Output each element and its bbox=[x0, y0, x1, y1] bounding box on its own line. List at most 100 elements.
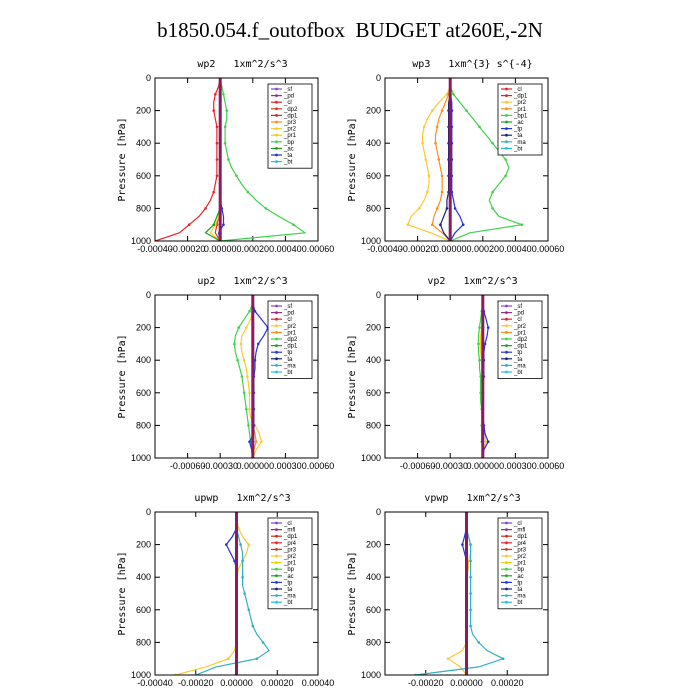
legend-marker bbox=[505, 317, 508, 321]
legend-label: _tp bbox=[283, 350, 293, 356]
series-point bbox=[292, 223, 295, 226]
legend-marker bbox=[505, 600, 508, 604]
series-point bbox=[223, 141, 227, 145]
legend-label: _cl bbox=[283, 521, 292, 527]
legend-marker bbox=[275, 528, 278, 531]
series-point bbox=[214, 93, 217, 96]
y-tick-label: 200 bbox=[366, 106, 381, 116]
y-tick-label: 0 bbox=[376, 507, 381, 517]
legend-label: _dp1 bbox=[513, 94, 528, 100]
legend-label: _sf bbox=[283, 304, 292, 310]
panel-title: up2 1xm^2/s^3 bbox=[197, 276, 287, 287]
legend-label: _ma bbox=[283, 594, 296, 600]
series-point bbox=[253, 310, 257, 313]
legend-label: _bt bbox=[513, 600, 523, 606]
series-point bbox=[421, 141, 424, 145]
legend-label: _pr2 bbox=[283, 554, 297, 560]
series-line-ma bbox=[415, 512, 505, 675]
legend-marker bbox=[505, 344, 508, 347]
series-point bbox=[254, 440, 258, 444]
y-tick-label: 800 bbox=[366, 203, 381, 213]
series-point bbox=[240, 375, 244, 378]
legend-label: _pr3 bbox=[283, 547, 297, 553]
legend-label: _dp1 bbox=[283, 534, 298, 540]
legend-marker bbox=[505, 337, 508, 341]
x-tick-label: 0.00030 bbox=[269, 461, 302, 471]
series-point bbox=[435, 125, 439, 129]
series-point bbox=[491, 190, 494, 194]
legend-label: _bp bbox=[283, 567, 295, 573]
y-tick-label: 400 bbox=[366, 572, 381, 582]
y-tick-label: 400 bbox=[366, 355, 381, 365]
panel-3: up2 1xm^2/s^3 Pressure [hPa] 0 200 400 600 800… bbox=[117, 276, 334, 471]
panel-2: wp3 1xm^{3} s^{-4} Pressure [hPa] 0 200 400 6… bbox=[347, 59, 564, 254]
series-point bbox=[406, 223, 410, 226]
y-tick-label: 1000 bbox=[131, 453, 151, 463]
series-point bbox=[241, 575, 244, 579]
y-tick-label: 1000 bbox=[361, 670, 381, 680]
legend-label: _dp2 bbox=[283, 337, 298, 343]
panel-1: wp2 1xm^2/s^3 Pressure [hPa] 0 200 400 600 800… bbox=[117, 59, 334, 254]
y-tick-label: 600 bbox=[136, 388, 151, 398]
series-point bbox=[247, 543, 251, 546]
legend-label: _mfl bbox=[283, 528, 295, 534]
legend-label: _pr4 bbox=[513, 541, 527, 547]
series-point bbox=[430, 223, 434, 226]
series-group bbox=[477, 295, 490, 458]
x-tick-label: 0.00040 bbox=[499, 244, 532, 254]
series-point bbox=[247, 608, 251, 612]
series-point bbox=[504, 174, 507, 178]
x-tick-label: 0.00020 bbox=[467, 244, 500, 254]
series-point bbox=[440, 174, 444, 178]
legend-label: _ac bbox=[513, 574, 524, 580]
series-point bbox=[242, 358, 246, 362]
legend-box bbox=[497, 517, 543, 610]
series-point bbox=[483, 342, 487, 346]
legend-marker bbox=[275, 311, 278, 314]
series-point bbox=[479, 342, 482, 346]
x-tick-label: 0.00000 bbox=[434, 244, 467, 254]
legend-marker bbox=[505, 331, 508, 334]
legend-label: _bp bbox=[513, 567, 525, 573]
legend-label: _cl bbox=[513, 317, 522, 323]
legend-label: _dp2 bbox=[513, 337, 528, 343]
legend-marker bbox=[505, 594, 508, 597]
series-point bbox=[446, 657, 450, 660]
x-tick-label: 0.00060 bbox=[302, 461, 335, 471]
series-point bbox=[239, 342, 243, 346]
x-tick-label: -0.00020 bbox=[170, 244, 206, 254]
series-point bbox=[253, 358, 257, 362]
legend-label: _pd bbox=[283, 94, 294, 100]
panel-title: vp2 1xm^2/s^3 bbox=[427, 276, 517, 287]
series-point bbox=[244, 326, 248, 329]
legend-label: _cl bbox=[283, 100, 292, 106]
legend-marker bbox=[505, 140, 508, 144]
legend-marker bbox=[275, 548, 278, 551]
series-point bbox=[424, 158, 428, 161]
legend-marker bbox=[275, 534, 278, 538]
y-tick-label: 800 bbox=[366, 420, 381, 430]
series-point bbox=[478, 326, 481, 329]
series-point bbox=[248, 407, 251, 411]
series-point bbox=[215, 174, 219, 178]
plot-frame bbox=[384, 511, 549, 676]
legend-marker bbox=[275, 370, 278, 374]
legend-marker bbox=[275, 350, 278, 354]
series-point bbox=[469, 543, 472, 546]
x-tick-label: -0.00020 bbox=[408, 678, 444, 688]
legend-label: _ta bbox=[283, 153, 293, 159]
legend-label: _bp1 bbox=[513, 113, 528, 119]
y-tick-label: 0 bbox=[146, 507, 151, 517]
series-point bbox=[434, 141, 437, 145]
legend-label: _pr3 bbox=[283, 120, 297, 126]
y-axis-label: Pressure [hPa] bbox=[347, 551, 358, 635]
legend-marker bbox=[505, 127, 508, 130]
legend-marker bbox=[275, 147, 278, 150]
legend-label: _ta bbox=[513, 587, 523, 593]
legend-label: _tp bbox=[513, 127, 523, 133]
legend-marker bbox=[275, 160, 278, 164]
y-tick-label: 400 bbox=[366, 138, 381, 148]
legend-label: _pr1 bbox=[283, 561, 297, 567]
series-point bbox=[264, 207, 268, 210]
